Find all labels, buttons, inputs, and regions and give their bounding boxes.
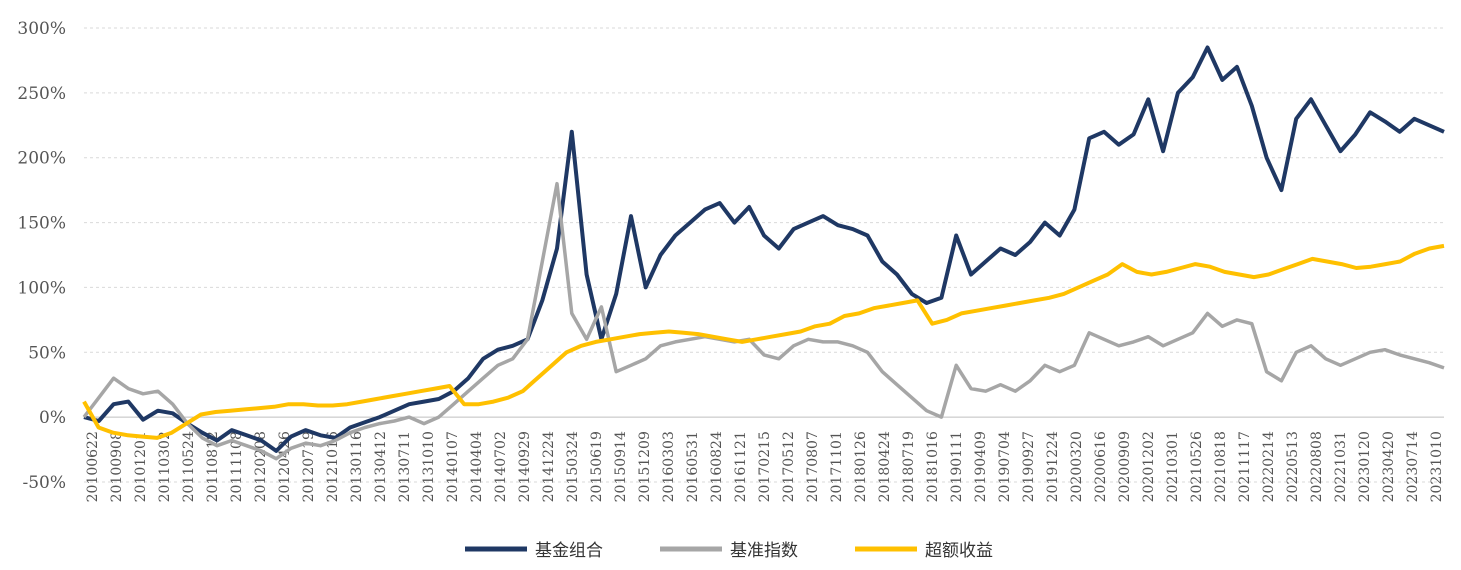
y-tick-label: -50% [22,473,66,493]
series-line-1 [83,45,1445,453]
grid-lines [84,27,1444,483]
x-tick-label: 20200320 [1069,431,1085,502]
x-tick-label: 20190111 [949,431,965,502]
x-tick-label: 20131010 [421,431,437,502]
x-tick-label: 20150324 [565,431,581,502]
legend: 基金组合 基准指数 超额收益 [465,541,993,561]
y-axis: -50% 0% 50% 100% 150% 200% 250% 300% [17,19,66,493]
x-tick-label: 20220214 [1261,431,1277,502]
x-tick-label: 20141224 [541,431,557,502]
x-tick-label: 20230120 [1357,431,1373,502]
x-tick-label: 20130711 [397,431,413,502]
x-tick-label: 20110302 [157,431,173,502]
x-axis: 20100622 20100908 20101201 20110302 20110524… [85,431,1445,502]
x-tick-label: 20170512 [781,431,797,502]
series-line-3 [82,243,1445,440]
x-tick-label: 20180424 [877,431,893,502]
x-tick-label: 20190927 [1021,431,1037,502]
x-tick-label: 20190409 [973,431,989,502]
x-tick-label: 20190704 [997,431,1013,502]
y-tick-label: 0% [39,408,66,428]
y-tick-label: 150% [17,214,66,234]
x-tick-label: 20110812 [205,431,221,502]
series-lines [82,45,1445,461]
x-tick-label: 20231010 [1429,431,1445,502]
y-tick-label: 300% [17,19,66,39]
x-tick-label: 20140107 [445,431,461,502]
x-tick-label: 20160824 [709,431,725,502]
x-tick-label: 20111108 [229,431,245,502]
legend-label-1: 基金组合 [535,541,603,561]
x-tick-label: 20220808 [1309,431,1325,502]
x-tick-label: 20221031 [1333,431,1349,502]
x-tick-label: 20180719 [901,431,917,502]
x-tick-label: 20210818 [1213,431,1229,502]
x-tick-label: 20201202 [1141,431,1157,502]
x-tick-label: 20180126 [853,431,869,502]
x-tick-label: 20211117 [1237,431,1253,502]
x-tick-label: 20210301 [1165,431,1181,502]
legend-label-3: 超额收益 [925,541,993,561]
x-tick-label: 20150619 [589,431,605,502]
x-tick-label: 20160531 [685,431,701,502]
x-tick-label: 20151209 [637,431,653,502]
x-tick-label: 20170215 [757,431,773,502]
x-tick-label: 20191224 [1045,431,1061,502]
x-tick-label: 20140929 [517,431,533,502]
y-tick-label: 50% [28,343,66,363]
x-tick-label: 20181016 [925,431,941,502]
x-tick-label: 20220513 [1285,431,1301,502]
x-tick-label: 20200616 [1093,431,1109,502]
x-tick-label: 20130116 [349,431,365,502]
x-tick-label: 20110524 [181,431,197,502]
x-tick-label: 20171101 [829,431,845,502]
x-tick-label: 20161121 [733,431,749,502]
x-tick-label: 20170807 [805,431,821,502]
y-tick-label: 100% [17,278,66,298]
x-tick-label: 20230714 [1405,431,1421,502]
x-tick-label: 20210526 [1189,431,1205,502]
x-tick-label: 20130412 [373,431,389,502]
x-tick-label: 20100908 [109,431,125,502]
x-tick-label: 20150914 [613,431,629,502]
x-tick-label: 20120719 [301,431,317,502]
legend-label-2: 基准指数 [730,541,798,561]
x-tick-label: 20101201 [133,431,149,502]
x-tick-label: 20140404 [469,431,485,502]
x-tick-label: 20121016 [325,431,341,502]
y-tick-label: 200% [17,149,66,169]
x-tick-label: 20140702 [493,431,509,502]
x-tick-label: 20200909 [1117,431,1133,502]
series-line-2 [82,181,1445,461]
x-tick-label: 20100622 [85,431,101,502]
x-tick-label: 20160303 [661,431,677,502]
x-tick-label: 20230420 [1381,431,1397,502]
y-tick-label: 250% [17,84,66,104]
